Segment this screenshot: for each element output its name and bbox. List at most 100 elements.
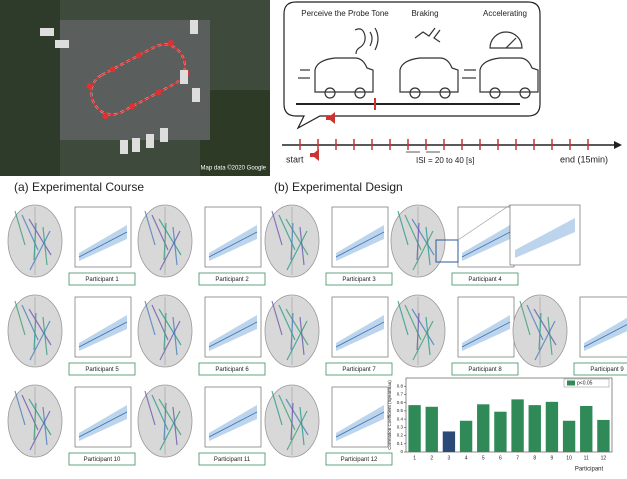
- connection: [290, 312, 294, 351]
- connection: [416, 312, 420, 351]
- legend-swatch: [567, 380, 575, 386]
- connection: [42, 226, 48, 266]
- trees: [200, 90, 270, 176]
- caption: (a) Experimental Course: [14, 180, 144, 194]
- map-credit: Map data ©2020 Google: [201, 165, 267, 172]
- connection: [412, 320, 434, 361]
- participant-label-box: [573, 362, 627, 376]
- connection: [547, 316, 553, 356]
- connection: [172, 406, 178, 446]
- x-tick-label: 6: [499, 455, 502, 461]
- participant-panel: Participant 11: [137, 384, 266, 466]
- y-tick-label: 0.2: [397, 433, 404, 438]
- x-axis-label: Participant: [575, 467, 604, 473]
- bar: [528, 405, 541, 452]
- participant-label: Participant 12: [341, 457, 378, 463]
- x-tick-label: 1: [413, 455, 416, 461]
- y-axis-label: Correlation Coefficient (Spearman): [387, 380, 392, 450]
- participant-label: Participant 6: [215, 367, 249, 373]
- participant-label: Participant 5: [85, 367, 119, 373]
- participant-panel: Participant 9: [512, 294, 627, 376]
- bar-chart: 0 0.1 0.2 0.3 0.4 0.5 0.6 0.7 0.8 Correlation Coe…: [387, 377, 613, 473]
- x-tick-label: 9: [551, 455, 554, 461]
- regression-line: [208, 231, 258, 258]
- step-label: Accelerating: [483, 9, 527, 18]
- connection: [28, 218, 52, 256]
- connection: [425, 316, 431, 356]
- regression-band: [462, 225, 510, 261]
- y-tick-label: 0: [400, 449, 403, 454]
- bar: [511, 399, 524, 452]
- icons: [298, 27, 539, 99]
- connection: [271, 390, 283, 426]
- connection: [538, 312, 542, 351]
- zoom-box: [435, 239, 459, 263]
- zoom-band: [515, 218, 575, 258]
- x-tick-label: 4: [465, 455, 468, 461]
- y-tick-label: 0.5: [397, 408, 404, 413]
- participant-label: Participant 11: [214, 457, 251, 463]
- connection: [29, 320, 51, 361]
- connection: [14, 390, 26, 426]
- bar: [494, 411, 507, 452]
- timeline-ticks: [299, 139, 589, 150]
- connection: [299, 316, 305, 356]
- x-tick-label: 5: [482, 455, 485, 461]
- connection: [159, 320, 181, 361]
- bar: [477, 404, 490, 452]
- trees: [0, 0, 60, 176]
- y-tick-label: 0.7: [397, 392, 404, 397]
- x-tick-label: 8: [533, 455, 536, 461]
- regression-line: [335, 231, 385, 258]
- participant-panel: Participant 4: [390, 204, 519, 286]
- regression-line: [208, 321, 258, 348]
- regression-band: [584, 317, 627, 351]
- y-tick-label: 0.4: [397, 416, 404, 421]
- regression-band: [79, 225, 127, 261]
- participant-label: Participant 4: [468, 277, 502, 283]
- regression-line: [335, 411, 385, 438]
- bar: [408, 405, 421, 452]
- course: [86, 39, 190, 120]
- x-tick-label: 12: [601, 455, 607, 461]
- connection: [533, 308, 557, 346]
- connection: [158, 398, 182, 436]
- connection: [290, 222, 294, 261]
- connection: [33, 312, 37, 351]
- connection: [14, 300, 26, 336]
- connection: [411, 308, 435, 346]
- x-tick-label: 11: [584, 455, 589, 461]
- participant-label-box: [68, 272, 136, 286]
- cars: [40, 20, 200, 154]
- participant-label-box: [198, 362, 266, 376]
- map: Map data ©2020 Google: [0, 0, 270, 176]
- participant-label-box: [451, 272, 519, 286]
- y-tick-label: 0.1: [397, 441, 404, 446]
- y-tick-label: 0.8: [397, 383, 404, 388]
- connection: [163, 222, 167, 261]
- bar: [597, 419, 610, 452]
- connection: [42, 406, 48, 446]
- connection: [534, 320, 556, 361]
- connection: [271, 210, 283, 246]
- x-tick-label: 10: [566, 455, 572, 461]
- timeline-end: end (15min): [560, 154, 608, 164]
- timeline-start: start: [286, 154, 304, 164]
- participant-panel: Participant 6: [137, 294, 266, 376]
- connection: [416, 222, 420, 261]
- connection: [163, 402, 167, 441]
- bar: [459, 420, 473, 452]
- participant-label: Participant 2: [215, 277, 249, 283]
- regression-line: [78, 231, 128, 258]
- connection: [285, 398, 309, 436]
- participant-label-box: [198, 272, 266, 286]
- regression-band: [209, 405, 257, 441]
- connection: [397, 300, 409, 336]
- caption: (b) Experimental Design: [274, 180, 403, 194]
- participant-panel: Participant 10: [7, 384, 136, 466]
- participant-label: Participant 10: [84, 457, 121, 463]
- connection: [271, 300, 283, 336]
- connection: [286, 230, 308, 271]
- regression-line: [78, 321, 128, 348]
- connection: [14, 210, 26, 246]
